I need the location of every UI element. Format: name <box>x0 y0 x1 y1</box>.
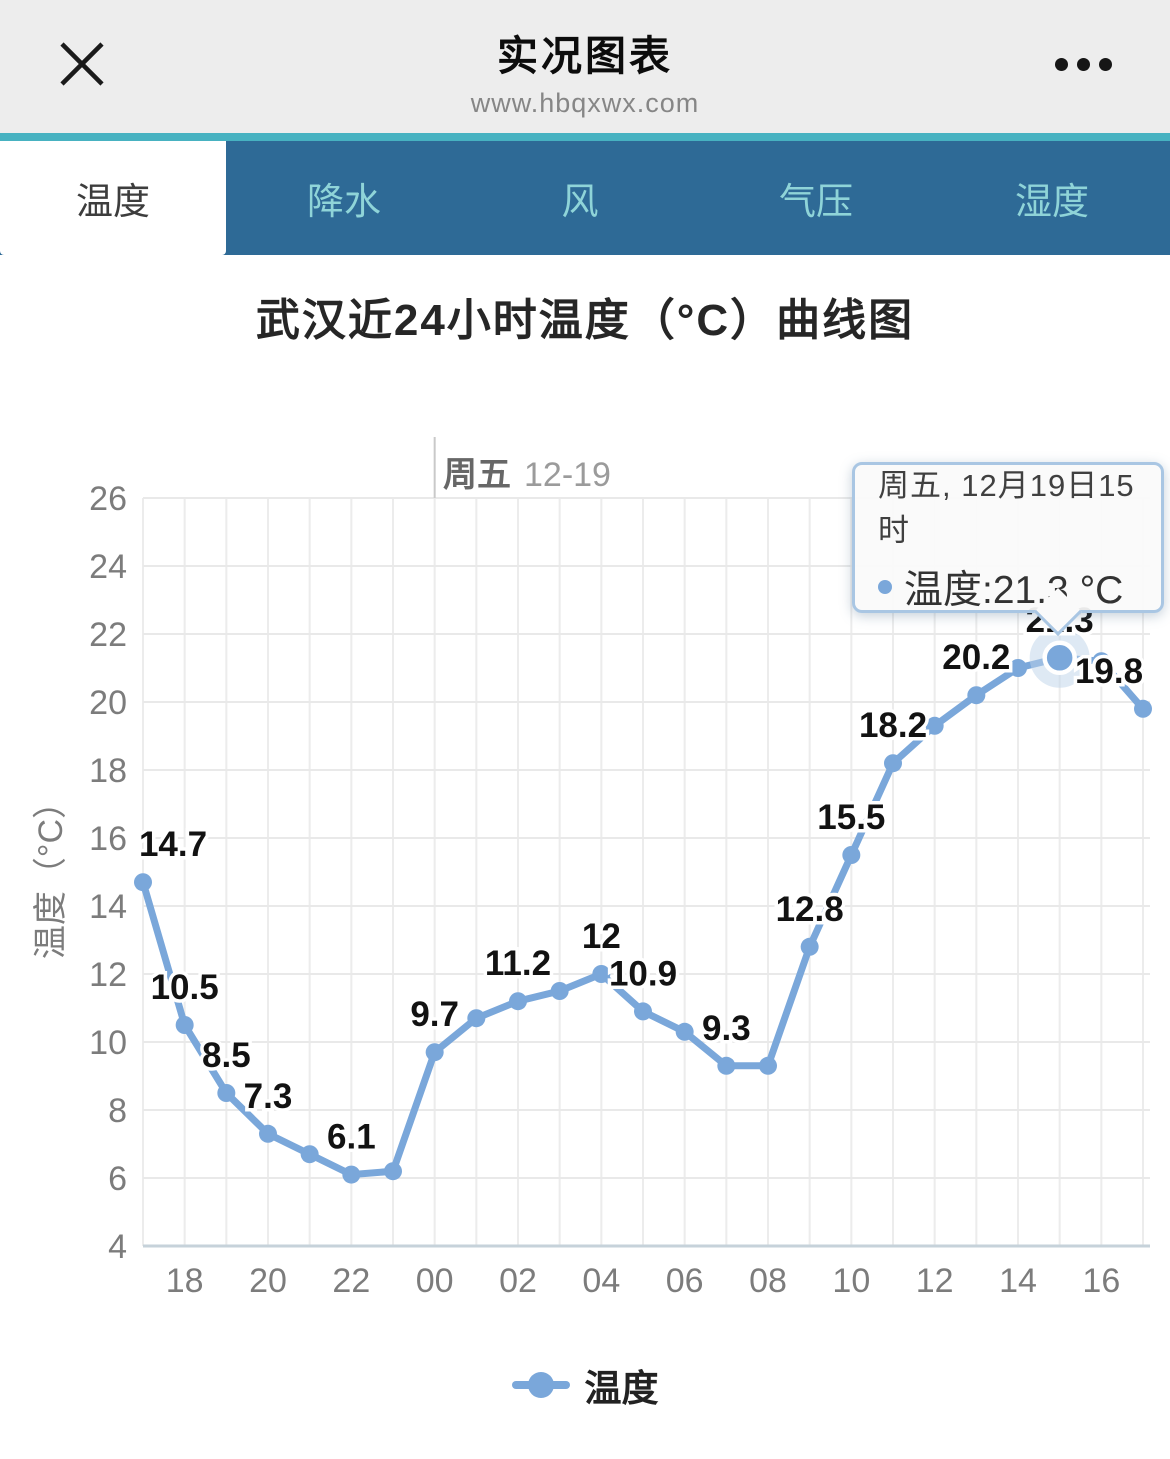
point-value-label: 7.3 <box>244 1077 293 1116</box>
x-tick-label: 16 <box>1082 1262 1120 1300</box>
point-value-label: 15.5 <box>817 798 885 837</box>
data-point[interactable] <box>342 1165 361 1184</box>
data-point[interactable] <box>1134 699 1152 718</box>
data-point[interactable] <box>300 1145 319 1164</box>
y-tick-label: 10 <box>89 1024 127 1062</box>
data-point[interactable] <box>925 716 944 735</box>
data-point[interactable] <box>467 1009 486 1028</box>
point-value-label: 10.9 <box>609 954 677 993</box>
x-tick-label: 12 <box>916 1262 954 1300</box>
point-value-label: 12.8 <box>776 890 844 929</box>
point-value-label: 9.3 <box>702 1009 751 1048</box>
data-point[interactable] <box>759 1056 777 1075</box>
close-icon[interactable] <box>58 40 106 88</box>
data-point[interactable] <box>259 1124 277 1143</box>
x-tick-label: 02 <box>499 1262 537 1300</box>
y-tick-label: 24 <box>89 548 127 586</box>
x-tick-label: 18 <box>166 1262 204 1300</box>
day-marker-label: 周五 12-19 <box>443 447 611 496</box>
chart-tooltip: 周五, 12月19日15时 温度:21.3 °C <box>852 462 1164 637</box>
legend-temperature[interactable]: 温度 <box>0 1358 1170 1412</box>
x-tick-label: 14 <box>999 1262 1037 1300</box>
tab-bar: 温度 降水 风 气压 湿度 <box>0 133 1170 255</box>
header-title-block: 实况图表 www.hbqxwx.com <box>0 22 1170 119</box>
highlighted-data-point[interactable] <box>1042 640 1077 676</box>
data-point[interactable] <box>1009 659 1027 677</box>
browser-header: 实况图表 www.hbqxwx.com <box>0 0 1170 133</box>
tooltip-time: 周五, 12月19日15时 <box>878 468 1135 548</box>
tab-wind[interactable]: 风 <box>561 181 599 222</box>
data-point[interactable] <box>217 1084 236 1102</box>
menu-dots-icon[interactable] <box>1055 58 1112 71</box>
point-value-label: 18.2 <box>859 706 927 745</box>
point-value-label: 10.5 <box>151 968 219 1007</box>
tab-temperature[interactable]: 温度 <box>0 141 226 255</box>
y-tick-label: 22 <box>89 616 127 654</box>
data-point[interactable] <box>1092 652 1111 671</box>
tooltip-series-dot-icon <box>878 580 892 594</box>
data-point[interactable] <box>800 937 819 956</box>
y-tick-label: 16 <box>89 820 127 858</box>
x-tick-label: 20 <box>249 1262 287 1300</box>
data-point[interactable] <box>842 846 861 864</box>
point-value-label: 19.8 <box>1075 652 1143 691</box>
x-tick-label: 04 <box>582 1262 620 1300</box>
tab-pressure[interactable]: 气压 <box>779 181 853 222</box>
tab-precipitation[interactable]: 降水 <box>307 181 381 222</box>
data-point[interactable] <box>425 1043 444 1062</box>
x-tick-label: 08 <box>749 1262 787 1300</box>
point-value-label: 20.2 <box>942 638 1010 677</box>
x-tick-label: 10 <box>832 1262 870 1300</box>
tab-humidity[interactable]: 湿度 <box>1015 181 1089 222</box>
y-tick-label: 14 <box>89 888 127 926</box>
page-header-title: 实况图表 <box>497 33 673 79</box>
x-tick-label: 06 <box>666 1262 704 1300</box>
day-marker-dow: 周五 <box>443 456 511 494</box>
data-point[interactable] <box>509 992 527 1011</box>
y-tick-label: 18 <box>89 752 127 790</box>
data-point[interactable] <box>592 965 611 983</box>
point-value-label: 12 <box>582 917 621 956</box>
data-point[interactable] <box>717 1056 736 1075</box>
y-axis-title: 温度（°C） <box>32 785 70 959</box>
point-value-label: 11.2 <box>485 944 551 983</box>
data-point[interactable] <box>884 754 902 773</box>
x-tick-label: 00 <box>416 1262 454 1300</box>
data-point[interactable] <box>384 1162 402 1181</box>
data-point[interactable] <box>967 686 986 705</box>
y-tick-label: 12 <box>89 956 127 994</box>
point-value-label: 14.7 <box>139 825 207 864</box>
data-point[interactable] <box>175 1016 194 1034</box>
y-tick-label: 6 <box>108 1160 127 1198</box>
point-value-label: 6.1 <box>327 1118 376 1157</box>
data-point[interactable] <box>675 1022 694 1041</box>
legend-label: 温度 <box>584 1368 659 1409</box>
y-tick-label: 8 <box>108 1092 127 1130</box>
data-point[interactable] <box>134 873 152 892</box>
page-url: www.hbqxwx.com <box>470 88 700 118</box>
chart-title: 武汉近24小时温度（°C）曲线图 <box>255 296 915 345</box>
data-point[interactable] <box>550 982 569 1000</box>
x-tick-label: 22 <box>332 1262 370 1300</box>
point-value-label: 8.5 <box>202 1036 251 1075</box>
y-tick-label: 20 <box>89 684 127 722</box>
point-value-label: 9.7 <box>410 995 459 1034</box>
y-tick-label: 26 <box>89 480 127 518</box>
legend-line-dot-icon <box>511 1372 570 1398</box>
data-point[interactable] <box>634 1002 652 1021</box>
day-marker-date: 12-19 <box>524 456 611 494</box>
y-tick-label: 4 <box>108 1228 127 1266</box>
tooltip-value: 温度:21.3 °C <box>904 569 1124 612</box>
